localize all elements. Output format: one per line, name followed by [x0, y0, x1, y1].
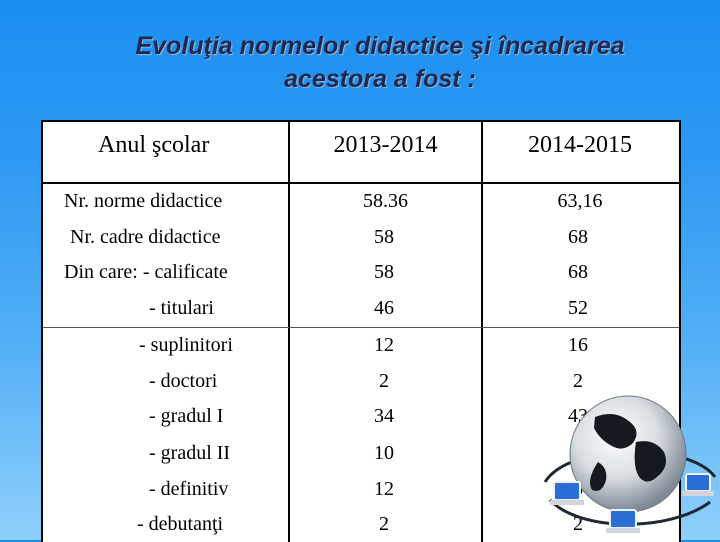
slide-title: Evoluţia normelor didactice şi încadrare… [40, 30, 720, 96]
row-label: - gradul I [149, 405, 224, 427]
header-school-year: Anul şcolar [98, 132, 210, 158]
row-label: Din care: - calificate [64, 261, 228, 283]
row-label: - definitiv [149, 478, 229, 500]
row-value-2013-2014: 58 [374, 226, 394, 248]
row-value-2014-2015: 16 [568, 334, 588, 356]
row-label: - titulari [149, 297, 214, 319]
row-value-2013-2014: 58 [374, 261, 394, 283]
row-value-2013-2014: 10 [374, 442, 394, 464]
row-value-2014-2015: 2 [573, 513, 583, 535]
row-value-2013-2014: 12 [374, 478, 394, 500]
column-divider [288, 122, 290, 542]
header-2014-2015: 2014-2015 [528, 132, 632, 158]
data-table: Anul şcolar 2013-2014 2014-2015 Nr. norm… [41, 120, 681, 542]
row-value-2014-2015: 52 [568, 297, 588, 319]
row-value-2014-2015: 63,16 [557, 190, 603, 212]
row-value-2013-2014: 46 [374, 297, 394, 319]
row-value-2014-2015: 2 [573, 370, 583, 392]
row-label: - debutanţi [137, 513, 224, 535]
row-value-2014-2015: 8 [573, 478, 583, 500]
row-value-2014-2015: 43 [568, 405, 588, 427]
row-label: - gradul II [149, 442, 231, 464]
row-value-2014-2015: 12 [568, 442, 588, 464]
laptop-icon [682, 473, 714, 496]
row-value-2014-2015: 68 [568, 226, 588, 248]
slide-title-line1: Evoluţia normelor didactice şi încadrare… [135, 32, 625, 60]
row-label: Nr. cadre didactice [70, 226, 221, 248]
row-label: - doctori [149, 370, 218, 392]
slide-title-line2: acestora a fost : [284, 65, 476, 93]
row-divider [43, 327, 679, 328]
row-label: Nr. norme didactice [64, 190, 223, 212]
row-value-2013-2014: 58.36 [363, 190, 408, 212]
row-value-2013-2014: 12 [374, 334, 394, 356]
header-2013-2014: 2013-2014 [333, 132, 438, 158]
row-value-2013-2014: 34 [374, 405, 394, 427]
header-divider [43, 182, 679, 184]
column-divider [481, 122, 483, 542]
row-value-2013-2014: 2 [379, 370, 389, 392]
row-value-2013-2014: 2 [379, 513, 389, 535]
row-value-2014-2015: 68 [568, 261, 588, 283]
row-label: - suplinitori [139, 334, 233, 356]
